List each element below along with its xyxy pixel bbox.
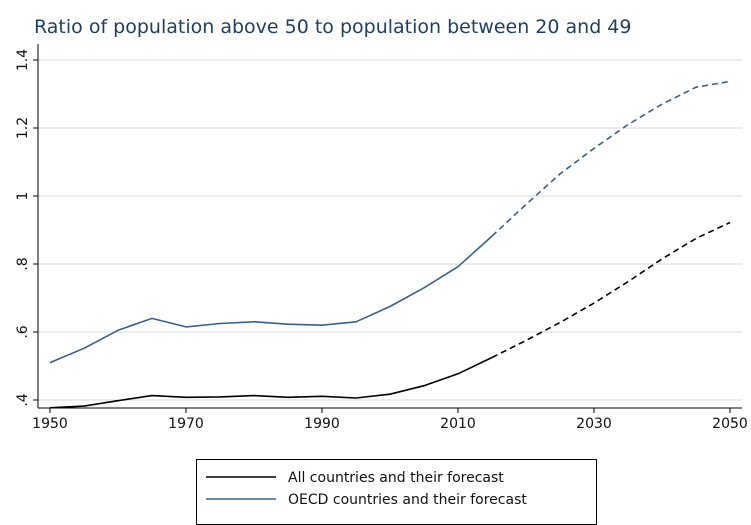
y-tick-label: .6 — [15, 325, 31, 338]
x-tick-label: 1970 — [168, 416, 204, 432]
series-2-observed-line — [49, 235, 493, 364]
x-tick-label: 2050 — [712, 416, 748, 432]
chart-title: Ratio of population above 50 to populati… — [34, 16, 631, 38]
y-tick-label: .8 — [15, 257, 31, 270]
x-tick-label: 2030 — [576, 416, 612, 432]
x-tick-label: 1950 — [32, 416, 68, 432]
axes: .4 .6 .8 1 1.2 1.4 1950 1970 1990 2010 2030 2050 — [15, 44, 748, 432]
grid-lines — [38, 59, 742, 401]
y-tick-label: .4 — [15, 393, 31, 406]
y-tick-label: 1.4 — [15, 49, 31, 71]
x-tick-label: 2010 — [440, 416, 476, 432]
legend-label-1: All countries and their forecast — [288, 470, 504, 486]
x-tick-label: 1990 — [304, 416, 340, 432]
series-1-forecast-line — [491, 221, 731, 359]
series-layer — [49, 80, 731, 409]
y-tick-label: 1.2 — [15, 117, 31, 139]
legend: All countries and their forecast OECD cou… — [196, 459, 597, 525]
series-2-forecast-line — [491, 80, 731, 237]
legend-label-2: OECD countries and their forecast — [288, 492, 527, 508]
series-1-observed-line — [49, 356, 493, 409]
y-tick-label: 1 — [15, 192, 31, 201]
legend-box — [196, 459, 597, 525]
